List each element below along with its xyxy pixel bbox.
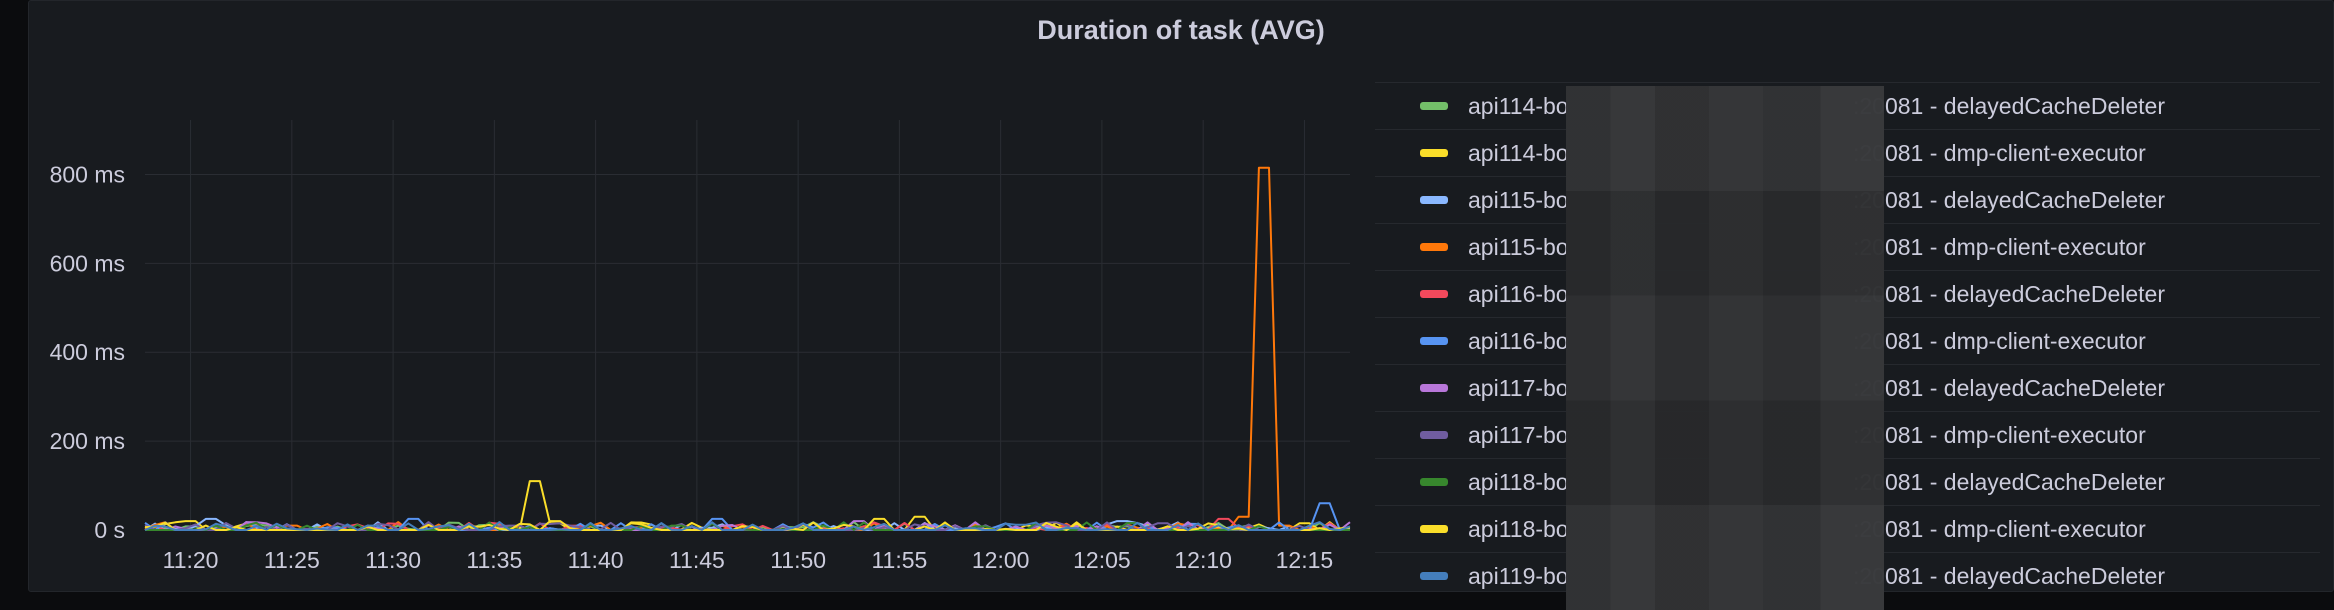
legend-swatch <box>1420 337 1448 345</box>
x-tick-label: 11:40 <box>568 547 624 573</box>
x-tick-label: 11:50 <box>770 547 826 573</box>
legend-swatch <box>1420 572 1448 580</box>
legend-swatch <box>1420 431 1448 439</box>
x-tick-label: 12:10 <box>1174 547 1232 573</box>
x-tick-label: 11:25 <box>264 547 320 573</box>
x-tick-label: 12:15 <box>1276 547 1334 573</box>
y-tick-label: 400 ms <box>50 339 125 365</box>
legend-swatch <box>1420 384 1448 392</box>
legend-series-suffix: :20081 - dmp-client-executor <box>1853 327 2146 354</box>
legend-series-name: api119-bo <box>1468 562 1569 589</box>
legend-series-name: api117-bo <box>1468 421 1569 448</box>
y-tick-label: 800 ms <box>50 161 125 187</box>
legend-series-suffix: :20081 - delayedCacheDeleter <box>1853 186 2165 213</box>
legend-item[interactable]: api117-bo :20081 - dmp-client-executor <box>1375 411 2320 458</box>
legend-series-suffix: :20081 - delayedCacheDeleter <box>1853 92 2165 119</box>
legend-series-suffix: :20081 - dmp-client-executor <box>1853 139 2146 166</box>
x-tick-label: 12:05 <box>1073 547 1131 573</box>
y-tick-label: 0 s <box>94 517 125 543</box>
x-tick-label: 11:30 <box>365 547 421 573</box>
x-tick-label: 11:55 <box>871 547 927 573</box>
legend-series-name: api114-bo <box>1468 139 1569 166</box>
legend-series-name: api117-bo <box>1468 374 1569 401</box>
x-tick-label: 11:45 <box>669 547 725 573</box>
legend-swatch <box>1420 102 1448 110</box>
legend-series-suffix: :20081 - delayedCacheDeleter <box>1853 562 2165 589</box>
series-line <box>144 521 1351 531</box>
legend-swatch <box>1420 478 1448 486</box>
panel-title: Duration of task (AVG) <box>1037 15 1325 45</box>
legend-series-name: api114-bo <box>1468 92 1569 119</box>
redacted-region <box>1566 86 1884 610</box>
legend-series-suffix: :20081 - dmp-client-executor <box>1853 421 2146 448</box>
legend-swatch <box>1420 290 1448 298</box>
y-tick-label: 600 ms <box>50 250 125 276</box>
legend-series-suffix: :20081 - dmp-client-executor <box>1853 515 2146 542</box>
legend-series-suffix: :20081 - delayedCacheDeleter <box>1853 280 2165 307</box>
series-line <box>144 480 1350 531</box>
chart-panel: Duration of task (AVG) <box>28 0 2334 592</box>
y-tick-label: 200 ms <box>50 428 125 454</box>
x-tick-label: 11:20 <box>163 547 219 573</box>
legend-swatch <box>1420 196 1448 204</box>
legend-series-name: api115-bo <box>1468 186 1569 213</box>
legend-series-name: api118-bo <box>1468 468 1569 495</box>
legend-series-suffix: :20081 - dmp-client-executor <box>1853 233 2146 260</box>
legend-series-name: api118-bo <box>1468 515 1569 542</box>
legend-swatch <box>1420 525 1448 533</box>
x-tick-label: 11:35 <box>466 547 522 573</box>
legend-series-suffix: :20081 - delayedCacheDeleter <box>1853 374 2165 401</box>
legend-swatch <box>1420 243 1448 251</box>
legend-series-name: api115-bo <box>1468 233 1569 260</box>
legend-swatch <box>1420 149 1448 157</box>
legend-series-name: api116-bo <box>1468 327 1569 354</box>
legend-item[interactable]: api117-bo :20081 - delayedCacheDeleter <box>1375 364 2320 411</box>
legend-series-name: api116-bo <box>1468 280 1569 307</box>
series-line <box>144 166 1350 531</box>
legend-item[interactable]: api114-bo :20081 - delayedCacheDeleter <box>1375 82 2320 129</box>
x-tick-label: 12:00 <box>972 547 1030 573</box>
legend-series-suffix: :20081 - delayedCacheDeleter <box>1853 468 2165 495</box>
chart-plot-area[interactable]: 0 s 200 ms 400 ms 600 ms 800 ms 11:20 11:25 11:… <box>0 0 1370 600</box>
